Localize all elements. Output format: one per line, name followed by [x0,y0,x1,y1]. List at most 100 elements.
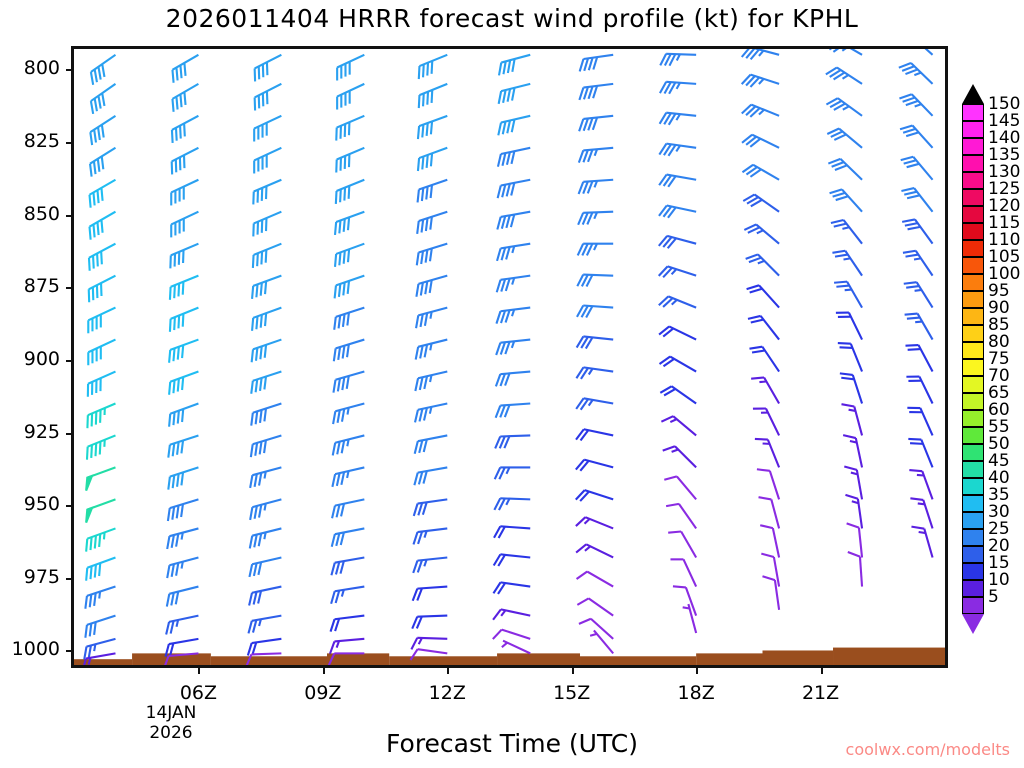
colorbar-segment[interactable] [962,376,984,393]
colorbar-segment[interactable] [962,138,984,155]
wind-barb [841,403,864,436]
wind-barb [494,434,531,449]
barb-full [89,100,95,115]
wind-barb [578,82,614,101]
wind-barb [899,124,934,149]
barb-full [832,249,846,254]
wind-barb [248,527,282,549]
colorbar-segment[interactable] [962,410,984,427]
barb-full [906,316,920,320]
colorbar-segment[interactable] [962,240,984,257]
colorbar-tick-label: 105 [988,247,1021,267]
barb-full [904,222,918,227]
colorbar-segment[interactable] [962,274,984,291]
colorbar-segment[interactable] [962,393,984,410]
barb-full [257,533,263,547]
barb-full [333,221,338,236]
colorbar-segment[interactable] [962,206,984,223]
colorbar-segment[interactable] [962,546,984,563]
barb-full [577,181,585,195]
colorbar-segment[interactable] [962,495,984,512]
barb-full [429,153,434,167]
colorbar-segment[interactable] [962,223,984,240]
barb-full [423,312,429,326]
barb-full [667,113,677,126]
barb-full [426,62,430,76]
barb-full [414,378,420,392]
colorbar-segment[interactable] [962,325,984,342]
barb-half [87,657,92,665]
barb-full [658,81,668,94]
barb-half [844,288,852,292]
barb-full [257,504,263,518]
colorbar-segment[interactable] [962,291,984,308]
barb-full [898,62,912,69]
wind-barb [746,284,780,309]
barb-full [254,411,259,425]
barb-full [333,316,337,330]
colorbar-segment[interactable] [962,478,984,495]
wind-barb [759,524,781,558]
wind-barb [331,498,365,519]
colorbar-segment[interactable] [962,104,984,121]
wind-barb [411,585,448,602]
wind-barb-canvas [74,49,945,665]
barb-full [906,285,920,289]
colorbar-legend[interactable]: 150 145 140 135 130 125 120 115 110 105 100 95 90 85 8… [958,82,1024,652]
barb-full [338,220,342,234]
barb-full [509,214,516,228]
barb-full [336,409,341,424]
barb-full [578,118,585,132]
colorbar-segment[interactable] [962,172,984,189]
colorbar-segment[interactable] [962,563,984,580]
barb-full [495,342,502,356]
barb-full [101,63,106,78]
colorbar-segment[interactable] [962,257,984,274]
terrain-step [696,653,763,665]
colorbar-segment[interactable] [962,427,984,444]
colorbar-tick-label: 30 [988,502,1010,522]
colorbar-segment[interactable] [962,512,984,529]
barb-full [339,532,345,546]
barb-full [902,96,916,103]
colorbar-segment[interactable] [962,359,984,376]
wind-barb [170,210,199,238]
barb-full [251,317,255,331]
barb-full [899,124,913,131]
barb-full [506,60,512,74]
barb-full [668,530,682,534]
barb-full [835,195,849,202]
barb-half [505,498,511,506]
colorbar-segment[interactable] [962,529,984,546]
wind-barb [86,370,116,397]
wind-barb [492,553,531,567]
barb-half [510,340,516,349]
barb-full [330,590,336,605]
barb-full [592,85,599,99]
barb-full [89,132,94,146]
colorbar-segment[interactable] [962,121,984,138]
barb-full [100,187,104,201]
colorbar-segment[interactable] [962,308,984,325]
wind-barb [411,614,448,630]
barb-full [423,344,429,358]
x-axis-date-label: 14JAN 2026 [126,703,216,743]
wind-barb [492,608,531,621]
colorbar-segment[interactable] [962,597,984,614]
barb-full [905,253,919,258]
barb-full [416,587,423,601]
colorbar-segment[interactable] [962,189,984,206]
colorbar-segment[interactable] [962,461,984,478]
colorbar-segment[interactable] [962,580,984,597]
colorbar-segment[interactable] [962,444,984,461]
barb-full [899,93,913,100]
colorbar-segment[interactable] [962,155,984,172]
y-axis-label: 800 [23,57,60,80]
colorbar-segment[interactable] [962,342,984,359]
barb-half [423,530,428,538]
barb-full [335,472,341,487]
wind-barb [741,133,780,149]
barb-full [419,313,424,328]
barb-full [337,315,342,329]
wind-barb [335,146,365,173]
